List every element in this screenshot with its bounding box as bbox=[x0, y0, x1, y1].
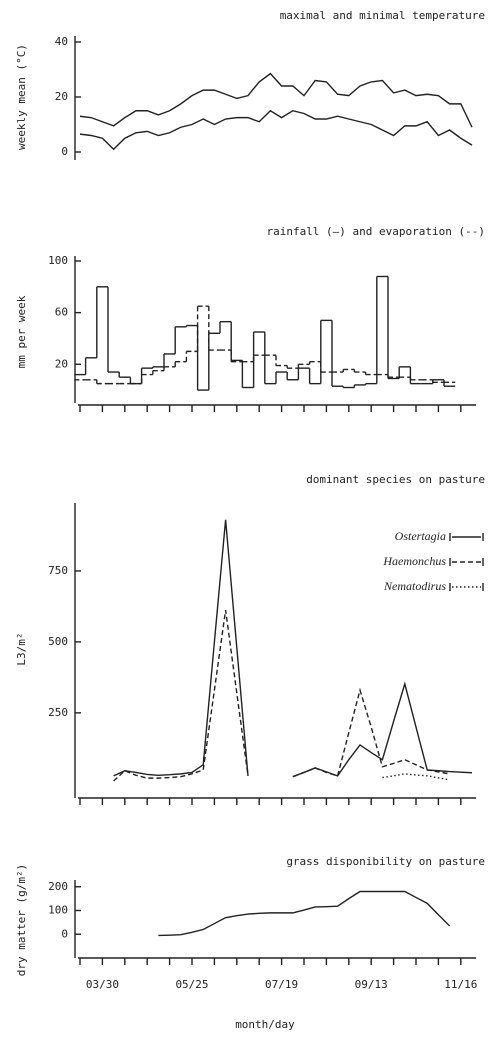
y-tick-label: 100 bbox=[48, 254, 68, 267]
x-axis-label: month/day bbox=[235, 1018, 295, 1031]
y-tick-label: 60 bbox=[55, 306, 68, 319]
y-tick-label: 750 bbox=[48, 564, 68, 577]
panel-title: grass disponibility on pasture bbox=[286, 855, 485, 868]
y-tick-label: 0 bbox=[61, 145, 68, 158]
x-tick-label: 09/13 bbox=[355, 978, 388, 991]
y-tick-label: 500 bbox=[48, 635, 68, 648]
y-tick-label: 0 bbox=[61, 927, 68, 940]
panel-title: rainfall (—) and evaporation (--) bbox=[266, 225, 485, 238]
y-tick-label: 20 bbox=[55, 90, 68, 103]
x-tick-label: 11/16 bbox=[444, 978, 477, 991]
series-line bbox=[79, 72, 473, 128]
y-axis-label: L3/m² bbox=[15, 632, 28, 665]
x-tick-label: 05/25 bbox=[175, 978, 208, 991]
x-tick-label: 03/30 bbox=[86, 978, 119, 991]
panel-title: dominant species on pasture bbox=[306, 473, 485, 486]
y-axis-label: weekly mean (°C) bbox=[15, 44, 28, 150]
legend-label: Haemonchus bbox=[382, 554, 446, 568]
series-line bbox=[158, 890, 451, 937]
y-axis-label: mm per week bbox=[15, 295, 28, 368]
series-line bbox=[113, 610, 450, 782]
series-line bbox=[79, 109, 473, 151]
series-line bbox=[113, 519, 473, 778]
y-tick-label: 200 bbox=[48, 880, 68, 893]
y-tick-label: 100 bbox=[48, 904, 68, 917]
legend-label: Ostertagia bbox=[395, 529, 446, 543]
y-axis-label: dry matter (g/m²) bbox=[15, 864, 28, 977]
legend-label: Nematodirus bbox=[383, 579, 446, 593]
y-tick-label: 250 bbox=[48, 706, 68, 719]
x-tick-label: 07/19 bbox=[265, 978, 298, 991]
series-line bbox=[382, 773, 450, 781]
y-tick-label: 40 bbox=[55, 35, 68, 48]
panel-title: maximal and minimal temperature bbox=[280, 9, 485, 22]
y-tick-label: 20 bbox=[55, 357, 68, 370]
